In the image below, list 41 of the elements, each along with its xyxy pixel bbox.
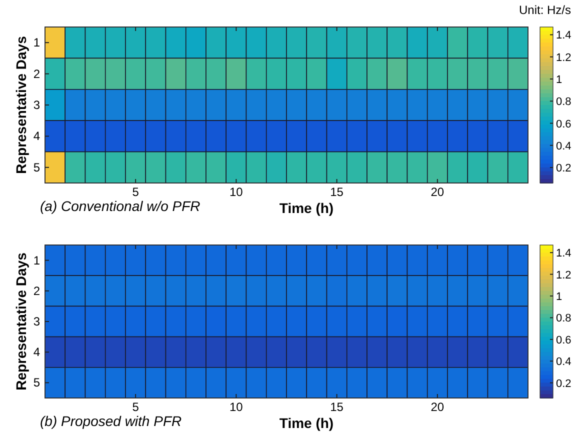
color-bar-label: 0.8 (556, 96, 572, 108)
color-bar-label: 1 (556, 291, 562, 303)
color-bar-label: 0.6 (556, 118, 572, 130)
color-bar-label: 0.4 (556, 140, 572, 152)
y-tick-label: 3 (33, 314, 40, 328)
y-axis-title: Representative Days (13, 252, 29, 390)
color-bar-label: 0.6 (556, 334, 572, 346)
y-tick-label: 1 (33, 253, 40, 268)
color-bar-label: 1 (556, 74, 562, 86)
x-tick-label: 10 (230, 185, 244, 199)
x-tick-label: 20 (430, 185, 444, 199)
y-tick-label: 1 (33, 36, 40, 50)
x-tick-label: 5 (132, 185, 140, 199)
color-bar-label: 0.4 (556, 356, 572, 368)
y-axis-title: Representative Days (13, 36, 29, 174)
y-tick-label: 5 (33, 376, 40, 390)
color-bar-label: 0.2 (556, 378, 572, 390)
color-bar-label: 1.2 (556, 52, 572, 64)
colorbar: 0.2 0.4 0.6 0.8 1 1.2 1.4 (540, 244, 572, 398)
x-axis-title: Time (h) (279, 200, 334, 216)
x-axis-title: Time (h) (279, 415, 334, 431)
color-bar-label: 0.2 (556, 162, 572, 175)
y-tick-label: 5 (33, 160, 40, 174)
y-tick-label: 4 (33, 345, 40, 360)
x-tick-label: 15 (330, 400, 344, 414)
text: (b) Proposed with PFR (40, 413, 182, 429)
x-tick-label: 20 (430, 400, 444, 414)
x-tick-label: 5 (132, 400, 140, 414)
x-tick-label: 10 (230, 400, 244, 414)
color-bar-label: 0.8 (556, 312, 572, 325)
y-tick-label: 3 (33, 98, 40, 112)
x-tick-label: 15 (330, 185, 344, 199)
y-tick-label: 2 (33, 66, 40, 81)
color-bar-label: 1.4 (556, 248, 572, 260)
color-bar-title: Unit: Hz/s (518, 3, 571, 17)
color-bar-label: 1.2 (556, 269, 572, 282)
y-tick-label: 2 (33, 284, 40, 298)
text: (a) Conventional w/o PFR (40, 198, 200, 214)
y-tick-label: 4 (33, 129, 40, 144)
color-bar-label: 1.4 (556, 30, 572, 42)
colorbar: 0.2 0.4 0.6 0.8 1 1.2 1.4 Unit: Hz/s (518, 3, 572, 184)
